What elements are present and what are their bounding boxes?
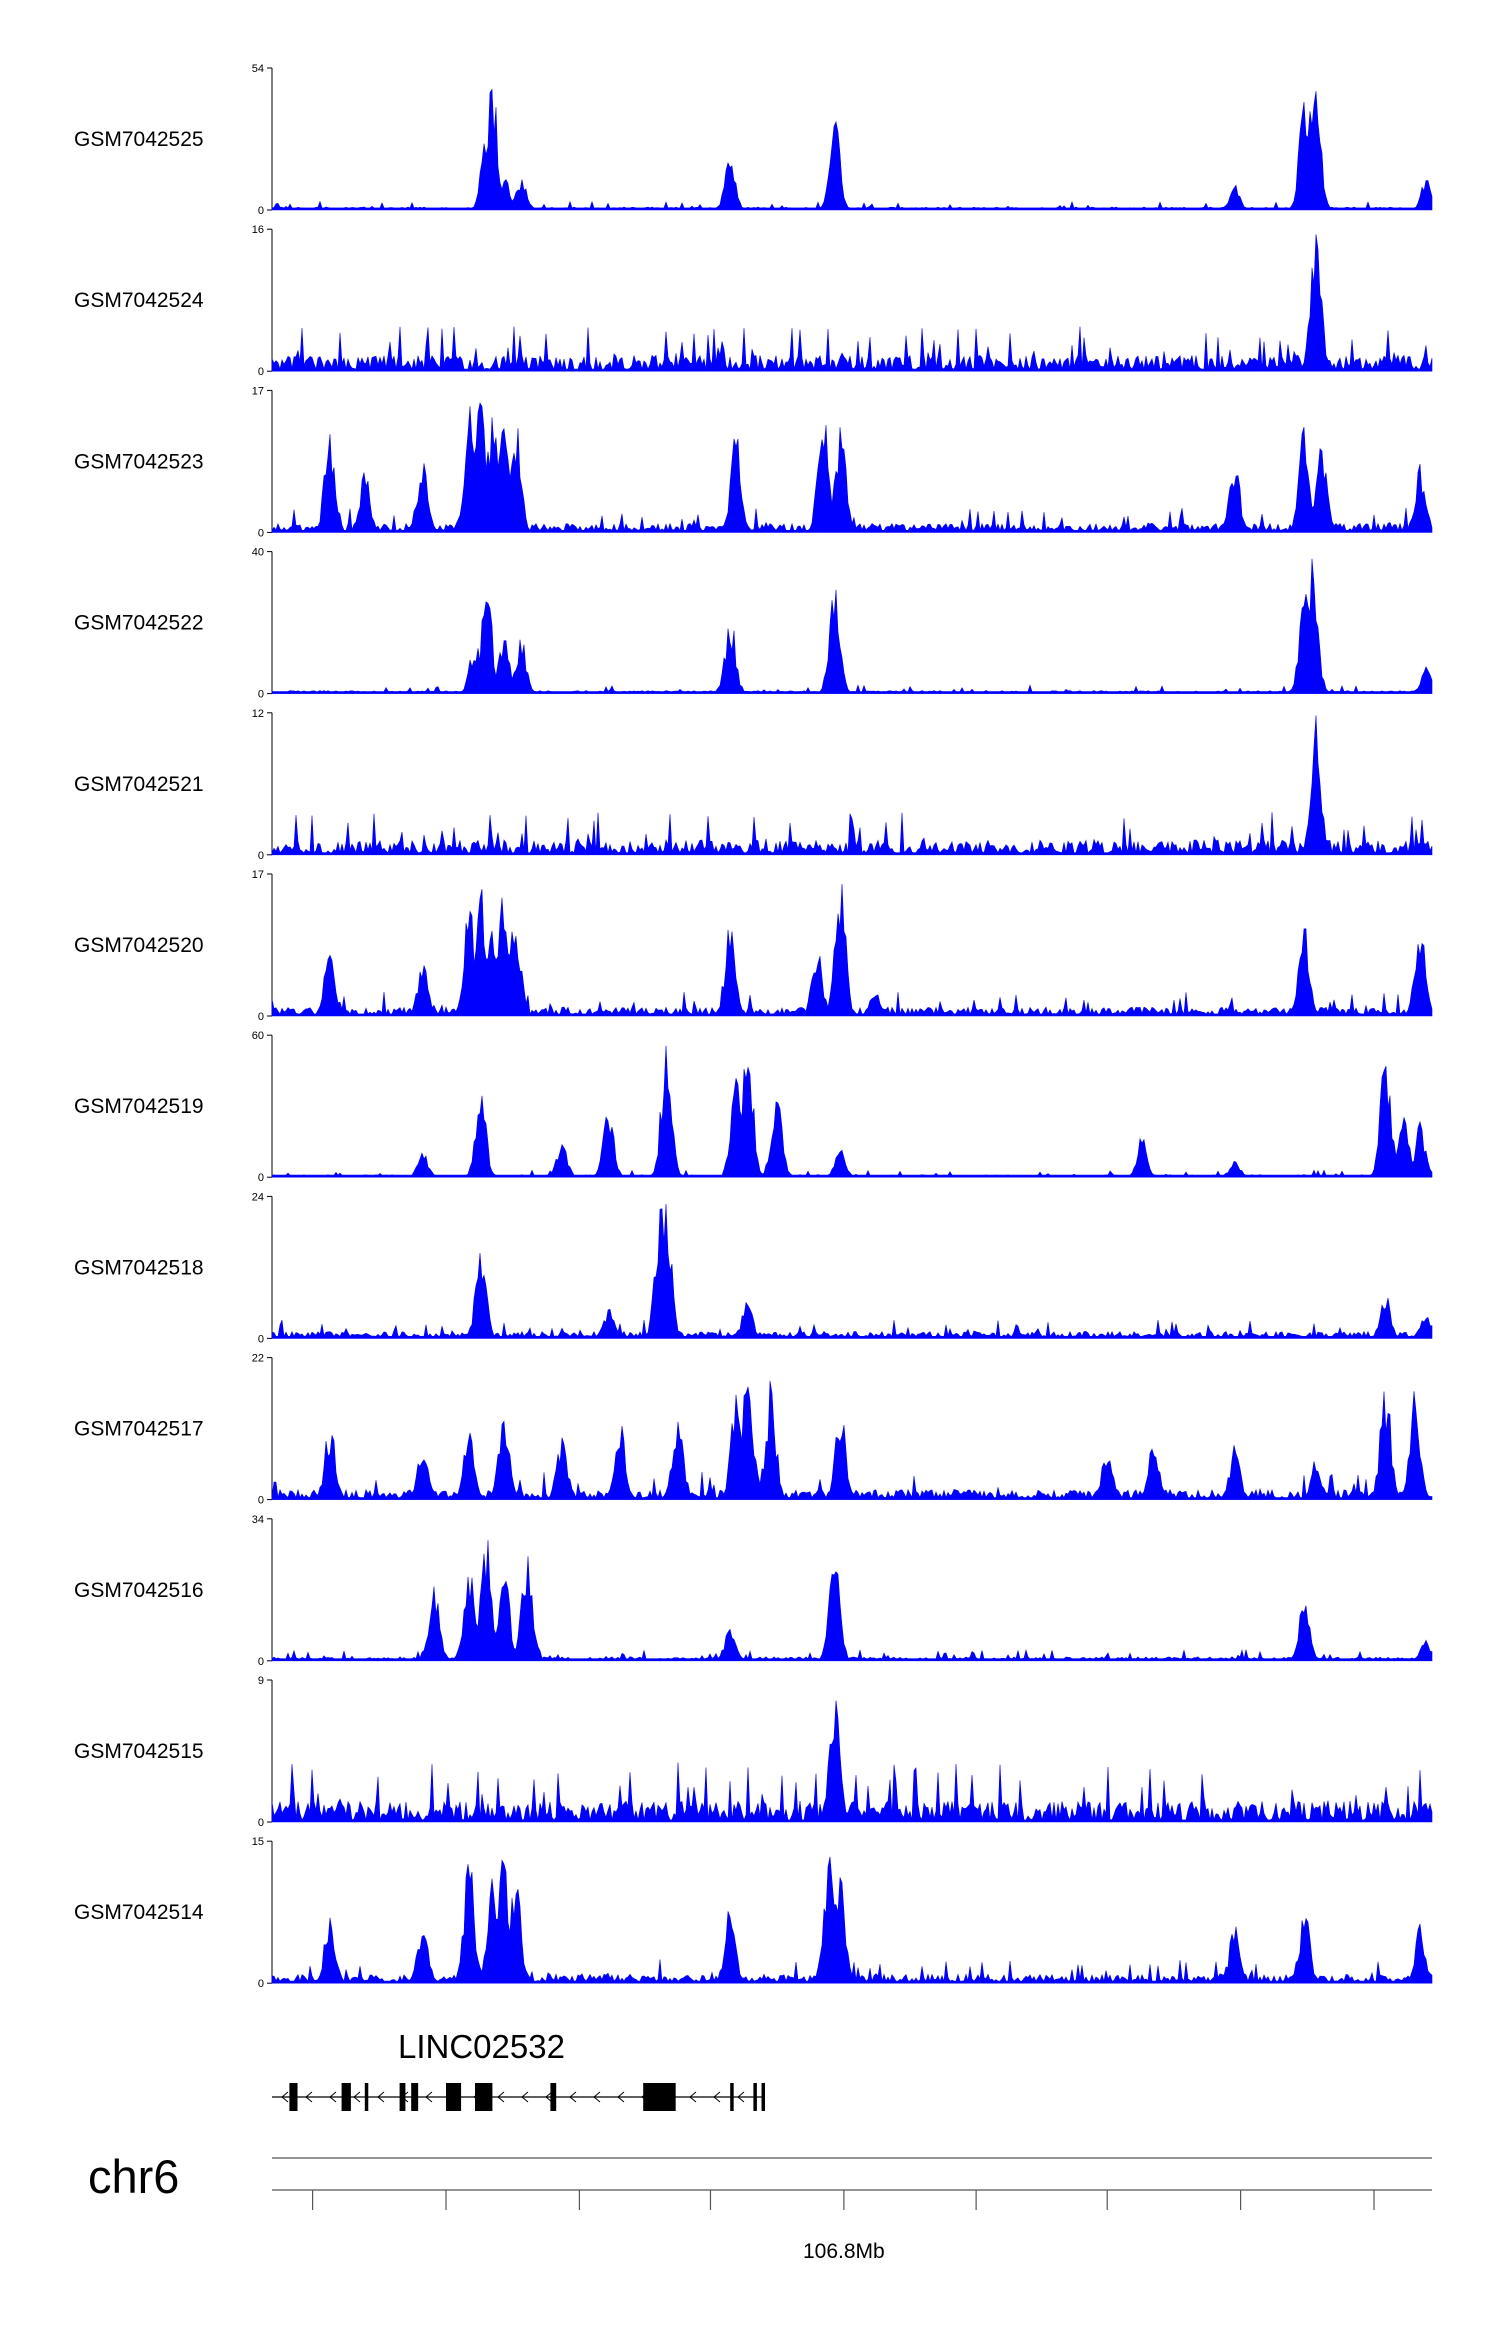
coverage-area bbox=[271, 234, 1433, 372]
track-GSM7042523: GSM7042523 17 0 bbox=[74, 385, 1433, 539]
chromosome-axis: chr6 106.8Mb bbox=[88, 2150, 1432, 2263]
gene-exon bbox=[289, 2083, 298, 2111]
chromosome-label: chr6 bbox=[88, 2150, 179, 2203]
coverage-area bbox=[271, 558, 1433, 694]
strand-arrow bbox=[377, 2091, 385, 2103]
track-label: GSM7042525 bbox=[74, 128, 204, 151]
gene-track: LINC02532 bbox=[272, 2028, 765, 2111]
y-tick-label-max: 9 bbox=[258, 1675, 264, 1687]
y-tick-label-min: 0 bbox=[258, 1656, 264, 1668]
track-GSM7042525: GSM7042525 54 0 bbox=[74, 63, 1433, 217]
coverage-area bbox=[271, 715, 1433, 856]
strand-arrow bbox=[281, 2091, 289, 2103]
strand-arrow bbox=[305, 2091, 313, 2103]
y-tick-label-max: 17 bbox=[252, 385, 264, 397]
strand-arrow bbox=[593, 2091, 601, 2103]
track-GSM7042521: GSM7042521 12 0 bbox=[74, 708, 1433, 862]
strand-arrow bbox=[521, 2091, 529, 2103]
strand-arrow bbox=[689, 2091, 697, 2103]
y-tick-label-min: 0 bbox=[258, 1011, 264, 1023]
strand-arrow bbox=[425, 2091, 433, 2103]
strand-arrow bbox=[353, 2091, 361, 2103]
gene-exon bbox=[399, 2083, 406, 2111]
y-tick-label-min: 0 bbox=[258, 1495, 264, 1507]
track-label: GSM7042520 bbox=[74, 934, 204, 957]
coverage-area bbox=[271, 88, 1433, 211]
y-tick-label-min: 0 bbox=[258, 850, 264, 862]
track-label: GSM7042518 bbox=[74, 1256, 204, 1279]
track-GSM7042520: GSM7042520 17 0 bbox=[74, 869, 1433, 1023]
track-label: GSM7042524 bbox=[74, 289, 204, 312]
strand-arrow bbox=[497, 2091, 505, 2103]
y-tick-label-max: 34 bbox=[252, 1514, 264, 1526]
y-tick-label-max: 60 bbox=[252, 1030, 264, 1042]
track-GSM7042519: GSM7042519 60 0 bbox=[74, 1030, 1433, 1184]
coverage-area bbox=[271, 1540, 1433, 1662]
axis-tick-label: 106.8Mb bbox=[803, 2240, 885, 2263]
gene-exon bbox=[753, 2083, 757, 2111]
track-label: GSM7042516 bbox=[74, 1579, 204, 1602]
y-tick-label-max: 54 bbox=[252, 63, 264, 75]
gene-exon bbox=[341, 2083, 351, 2111]
track-label: GSM7042521 bbox=[74, 773, 204, 796]
y-tick-label-max: 22 bbox=[252, 1353, 264, 1365]
strand-arrow bbox=[713, 2091, 721, 2103]
track-GSM7042517: GSM7042517 22 0 bbox=[74, 1353, 1433, 1507]
track-label: GSM7042523 bbox=[74, 450, 204, 473]
strand-arrow bbox=[617, 2091, 625, 2103]
y-tick-label-min: 0 bbox=[258, 1817, 264, 1829]
coverage-area bbox=[271, 883, 1433, 1017]
coverage-area bbox=[271, 1045, 1433, 1178]
track-label: GSM7042519 bbox=[74, 1095, 204, 1118]
y-tick-label-max: 15 bbox=[252, 1836, 264, 1848]
coverage-tracks: GSM7042525540GSM7042524160GSM7042523170G… bbox=[74, 63, 1433, 1990]
gene-exon bbox=[446, 2083, 462, 2111]
y-tick-label-min: 0 bbox=[258, 1333, 264, 1345]
y-tick-label-max: 24 bbox=[252, 1191, 264, 1203]
y-tick-label-max: 40 bbox=[252, 547, 264, 559]
track-GSM7042514: GSM7042514 15 0 bbox=[74, 1836, 1433, 1990]
strand-arrow bbox=[569, 2091, 577, 2103]
track-GSM7042516: GSM7042516 34 0 bbox=[74, 1514, 1433, 1668]
y-tick-label-max: 17 bbox=[252, 869, 264, 881]
y-tick-label-min: 0 bbox=[258, 689, 264, 701]
coverage-area bbox=[271, 1380, 1433, 1500]
y-tick-label-max: 16 bbox=[252, 224, 264, 236]
track-GSM7042518: GSM7042518 24 0 bbox=[74, 1191, 1433, 1345]
strand-arrow bbox=[737, 2091, 745, 2103]
y-tick-label-min: 0 bbox=[258, 1978, 264, 1990]
gene-exon bbox=[550, 2083, 557, 2111]
coverage-area bbox=[271, 402, 1433, 533]
track-label: GSM7042515 bbox=[74, 1740, 204, 1763]
y-tick-label-max: 12 bbox=[252, 708, 264, 720]
track-label: GSM7042517 bbox=[74, 1418, 204, 1441]
track-label: GSM7042514 bbox=[74, 1901, 204, 1924]
gene-exon bbox=[643, 2083, 676, 2111]
y-tick-label-min: 0 bbox=[258, 1172, 264, 1184]
y-tick-label-min: 0 bbox=[258, 527, 264, 539]
track-GSM7042524: GSM7042524 16 0 bbox=[74, 224, 1433, 378]
gene-exon bbox=[364, 2083, 369, 2111]
coverage-area bbox=[271, 1700, 1433, 1823]
gene-label: LINC02532 bbox=[398, 2028, 565, 2065]
track-label: GSM7042522 bbox=[74, 612, 204, 635]
strand-arrow bbox=[545, 2091, 553, 2103]
coverage-area bbox=[271, 1856, 1433, 1984]
gene-exon bbox=[730, 2083, 734, 2111]
coverage-area bbox=[271, 1203, 1433, 1339]
gene-exon bbox=[475, 2083, 493, 2111]
y-tick-label-min: 0 bbox=[258, 366, 264, 378]
track-GSM7042522: GSM7042522 40 0 bbox=[74, 547, 1433, 701]
gene-exon bbox=[761, 2083, 765, 2111]
y-tick-label-min: 0 bbox=[258, 205, 264, 217]
track-GSM7042515: GSM7042515 9 0 bbox=[74, 1675, 1433, 1829]
strand-arrow bbox=[329, 2091, 337, 2103]
gene-exon bbox=[411, 2083, 419, 2111]
